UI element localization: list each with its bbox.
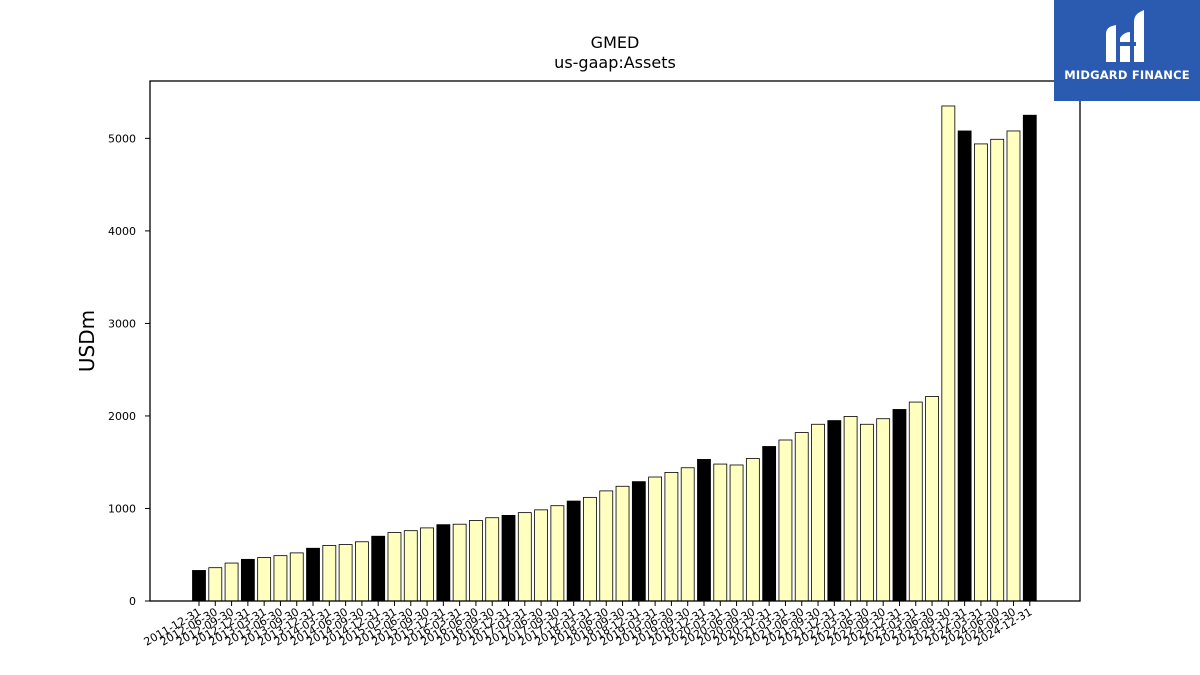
bar-2023-09-30 bbox=[941, 105, 956, 602]
bar-2021-12-31 bbox=[827, 420, 842, 602]
bar-2014-12-31 bbox=[371, 535, 386, 602]
bar-2020-03-31 bbox=[713, 463, 728, 602]
bar-2015-06-30 bbox=[403, 530, 418, 602]
y-axis-ticks: 0 1000 2000 3000 4000 5000 bbox=[108, 132, 150, 608]
y-tick-label: 4000 bbox=[108, 225, 136, 238]
bar-2016-09-30 bbox=[485, 517, 500, 602]
chart-title: GMED bbox=[591, 33, 640, 52]
y-tick-label: 0 bbox=[129, 595, 136, 608]
bar-2022-06-30 bbox=[859, 423, 874, 602]
bar-2024-03-31 bbox=[974, 143, 988, 602]
midgard-finance-logo: MIDGARD FINANCE bbox=[1054, 0, 1200, 101]
bar-2013-06-30 bbox=[273, 555, 288, 602]
bar-2011-12-31 bbox=[192, 570, 206, 602]
bar-2014-09-30 bbox=[354, 541, 369, 602]
y-tick-label: 1000 bbox=[108, 502, 136, 515]
bar-2023-03-31 bbox=[908, 401, 923, 602]
chart-subtitle: us-gaap:Assets bbox=[554, 53, 676, 72]
y-axis-label: USDm bbox=[75, 310, 99, 372]
bar-2023-06-30 bbox=[925, 396, 939, 602]
bar-2012-06-30 bbox=[208, 567, 223, 602]
bar-2018-12-31 bbox=[631, 481, 646, 602]
bar-2017-03-31 bbox=[517, 512, 532, 602]
bar-2021-03-31 bbox=[778, 439, 793, 602]
bar-2015-12-31 bbox=[436, 524, 451, 602]
y-tick-label: 5000 bbox=[108, 132, 136, 145]
bar-2024-09-30 bbox=[1006, 130, 1021, 602]
bar-2014-03-31 bbox=[322, 545, 337, 602]
y-tick-label: 3000 bbox=[108, 317, 136, 330]
bar-2024-12-31 bbox=[1022, 114, 1037, 602]
bars bbox=[192, 105, 1037, 602]
bar-2017-12-31 bbox=[566, 500, 581, 602]
bar-2016-12-31 bbox=[501, 515, 516, 602]
bar-2019-09-30 bbox=[680, 467, 695, 602]
bar-2017-09-30 bbox=[550, 505, 565, 602]
midgard-logo-icon bbox=[1106, 10, 1144, 62]
y-tick-label: 2000 bbox=[108, 410, 136, 423]
bar-2020-06-30 bbox=[729, 464, 744, 602]
bar-2022-03-31 bbox=[843, 416, 858, 602]
bar-2014-06-30 bbox=[338, 544, 353, 602]
bar-2012-09-30 bbox=[224, 562, 239, 602]
bar-2019-12-31 bbox=[697, 459, 711, 602]
bar-2015-03-31 bbox=[387, 532, 402, 602]
bar-2022-09-30 bbox=[876, 418, 891, 602]
plot-frame bbox=[149, 80, 1081, 602]
bar-2013-09-30 bbox=[289, 552, 304, 602]
bar-2018-09-30 bbox=[615, 485, 630, 602]
bar-2019-03-31 bbox=[648, 476, 663, 602]
bar-2018-06-30 bbox=[599, 490, 614, 602]
bar-2021-06-30 bbox=[794, 432, 809, 602]
bar-2020-09-30 bbox=[745, 458, 760, 602]
bar-2013-03-31 bbox=[257, 557, 272, 602]
bar-2020-12-31 bbox=[762, 446, 777, 602]
bar-2018-03-31 bbox=[583, 496, 597, 602]
bar-2015-09-30 bbox=[420, 527, 434, 602]
bar-2016-03-31 bbox=[452, 523, 467, 602]
logo-text: MIDGARD FINANCE bbox=[1064, 68, 1190, 82]
bar-2022-12-31 bbox=[892, 409, 907, 602]
bar-2021-09-30 bbox=[811, 423, 825, 602]
bar-2023-12-31 bbox=[957, 130, 972, 602]
bar-2017-06-30 bbox=[534, 509, 548, 602]
bar-2016-06-30 bbox=[469, 520, 483, 602]
bar-2013-12-31 bbox=[306, 547, 320, 602]
bar-2012-12-31 bbox=[240, 558, 255, 602]
bar-2024-06-30 bbox=[990, 138, 1005, 602]
bar-2019-06-30 bbox=[664, 471, 679, 602]
x-axis-ticks: 2011-12-312012-06-302012-09-302012-12-31… bbox=[142, 601, 1034, 649]
